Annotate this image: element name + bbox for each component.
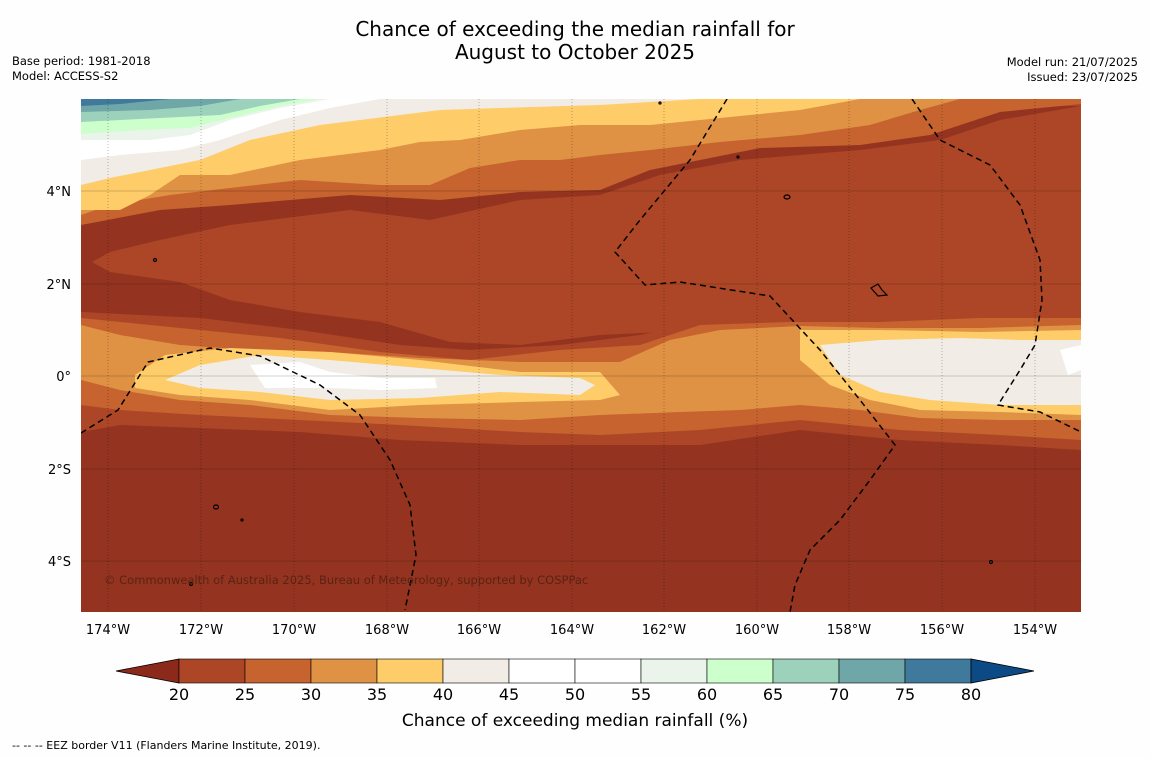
model-name: Model: ACCESS-S2 (12, 69, 119, 83)
lat-label: 4°N (47, 185, 72, 200)
colorbar-tick-label: 60 (697, 685, 717, 704)
colorbar-tick-label: 70 (829, 685, 849, 704)
lat-label: 4°S (48, 555, 71, 570)
colorbar-cell (376, 658, 444, 684)
colorbar-cell (310, 658, 378, 684)
colorbar: 20 25 30 35 40 45 50 55 60 65 70 75 80 Chance of exc… (115, 658, 1035, 731)
title-line-2: August to October 2025 (454, 40, 696, 64)
colorbar-tick-label: 75 (895, 685, 915, 704)
colorbar-cell (904, 658, 972, 684)
colorbar-tick-label: 35 (367, 685, 387, 704)
lon-label: 162°W (642, 623, 686, 638)
eez-footnote: -- -- -- EEZ border V11 (Flanders Marine… (12, 739, 321, 752)
base-period: Base period: 1981-2018 (12, 54, 151, 68)
colorbar-ticks: 20 25 30 35 40 45 50 55 60 65 70 75 80 (169, 685, 981, 704)
colorbar-under-arrow (115, 658, 180, 684)
lat-label: 2°S (48, 463, 71, 478)
band-50-equator-west (250, 362, 437, 390)
colorbar-tick-label: 45 (499, 685, 519, 704)
band-45-equator-east (820, 338, 1081, 405)
lon-label: 170°W (272, 623, 316, 638)
issued-date: Issued: 23/07/2025 (1027, 70, 1138, 84)
model-run: Model run: 21/07/2025 (1006, 55, 1138, 69)
colorbar-cells (178, 658, 972, 684)
colorbar-cell (706, 658, 774, 684)
lon-label: 160°W (735, 623, 779, 638)
graticule-lat (81, 190, 1081, 562)
run-info: Model run: 21/07/2025 Issued: 23/07/2025 (1007, 55, 1138, 85)
eez-borders (81, 99, 1081, 612)
lat-label: 0° (56, 370, 71, 385)
colorbar-over-arrow (970, 658, 1035, 684)
colorbar-tick-label: 25 (235, 685, 255, 704)
colorbar-cell (508, 658, 576, 684)
lon-axis: 174°W 172°W 170°W 168°W 166°W 164°W 162°… (86, 623, 1057, 638)
colorbar-cell (244, 658, 312, 684)
lon-label: 154°W (1013, 623, 1057, 638)
lon-label: 166°W (457, 623, 501, 638)
lon-label: 174°W (86, 623, 130, 638)
band-25 (81, 99, 1081, 345)
lat-label: 2°N (47, 278, 72, 293)
colorbar-cell (772, 658, 840, 684)
colorbar-tick-label: 20 (169, 685, 189, 704)
band-75-north (81, 99, 170, 106)
colorbar-tick-label: 30 (301, 685, 321, 704)
colorbar-tick-label: 80 (961, 685, 981, 704)
colorbar-cell (838, 658, 906, 684)
lat-axis: 4°N 2°N 0° 2°S 4°S (47, 185, 72, 570)
band-50-equator-east (1060, 345, 1081, 375)
map-field: © Commonwealth of Australia 2025, Bureau… (81, 99, 1081, 612)
lon-label: 168°W (365, 623, 409, 638)
colorbar-tick-label: 65 (763, 685, 783, 704)
model-info: Base period: 1981-2018 Model: ACCESS-S2 (12, 54, 151, 84)
colorbar-cell (640, 658, 708, 684)
colorbar-cell (574, 658, 642, 684)
colorbar-tick-label: 40 (433, 685, 453, 704)
lon-label: 164°W (550, 623, 594, 638)
lon-label: 156°W (920, 623, 964, 638)
colorbar-tick-label: 55 (631, 685, 651, 704)
map-title: Chance of exceeding the median rainfall … (0, 18, 1150, 64)
colorbar-cell (178, 658, 246, 684)
islands (152, 101, 994, 587)
lon-label: 172°W (179, 623, 223, 638)
copyright-notice: © Commonwealth of Australia 2025, Bureau… (104, 573, 588, 587)
colorbar-label: Chance of exceeding median rainfall (%) (402, 711, 748, 731)
title-line-1: Chance of exceeding the median rainfall … (355, 17, 795, 41)
lon-label: 158°W (827, 623, 871, 638)
colorbar-tick-label: 50 (565, 685, 585, 704)
colorbar-cell (442, 658, 510, 684)
